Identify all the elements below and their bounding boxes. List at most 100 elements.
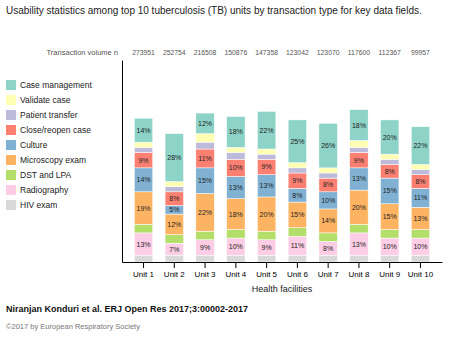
data-label: 18% — [229, 211, 243, 218]
data-label: 14% — [321, 217, 335, 224]
bar-segment — [380, 255, 398, 262]
bar-segment — [288, 236, 306, 255]
bar-segment — [134, 118, 152, 142]
x-axis: Unit 1Unit 2Unit 3Unit 4Unit 5Unit 6Unit… — [123, 262, 443, 279]
bar-segment — [134, 255, 152, 262]
bar-segment — [227, 147, 245, 152]
legend-item: Radiography — [6, 185, 69, 195]
x-tick-label: Unit 9 — [379, 270, 400, 279]
bar-segment — [288, 188, 306, 202]
y-axis — [122, 61, 123, 263]
data-label: 9% — [262, 244, 272, 251]
data-label: 22% — [198, 209, 212, 216]
bar-segment — [380, 178, 398, 204]
data-label: 22% — [413, 142, 427, 149]
x-tick-mark — [205, 262, 206, 268]
bar-segment — [288, 255, 306, 262]
legend-label: Patient transfer — [20, 110, 78, 120]
transaction-volume: 252754 — [163, 49, 186, 56]
data-label: 18% — [352, 122, 366, 129]
legend-swatch — [6, 125, 16, 135]
transaction-volume: 99957 — [411, 49, 430, 56]
data-label: 13% — [413, 215, 427, 222]
legend-swatch — [6, 200, 16, 210]
bar-segment — [380, 238, 398, 255]
data-label: 8% — [169, 195, 179, 202]
legend-label: Case management — [20, 80, 92, 90]
data-label: 12% — [167, 221, 181, 228]
data-label: 10% — [321, 197, 335, 204]
bar-segment — [288, 163, 306, 168]
bar-segment — [319, 168, 337, 173]
data-labels: 13%7%9%10%9%11%8%13%10%10%19%12%22%18%20… — [137, 120, 428, 253]
data-label: 11% — [198, 155, 212, 162]
bar-segment — [411, 127, 429, 165]
citation: Niranjan Konduri et al. ERJ Open Res 201… — [6, 304, 248, 314]
bar-segment — [411, 170, 429, 175]
data-label: 14% — [137, 176, 151, 183]
data-label: 13% — [229, 184, 243, 191]
data-label: 8% — [385, 168, 395, 175]
bar-segment — [380, 154, 398, 159]
data-label: 11% — [291, 242, 305, 249]
bar-segment — [319, 123, 337, 168]
data-label: 12% — [198, 120, 212, 127]
transaction-volume: 112367 — [379, 49, 401, 56]
legend-swatch — [6, 155, 16, 165]
bar-segment — [165, 255, 183, 262]
data-label: 13% — [352, 175, 366, 182]
data-label: 28% — [167, 154, 181, 161]
chart: Usability statistics among top 10 tuberc… — [0, 0, 450, 338]
legend-item: DST and LPA — [6, 170, 72, 180]
legend-label: Microscopy exam — [20, 155, 86, 165]
data-label: 13% — [137, 241, 151, 248]
data-label: 9% — [262, 163, 272, 170]
data-label: 7% — [169, 246, 179, 253]
x-tick-mark — [143, 262, 144, 268]
data-label: 13% — [352, 241, 366, 248]
data-label: 8% — [323, 245, 333, 252]
bar-segment — [411, 207, 429, 229]
x-tick-mark — [358, 262, 359, 268]
bar-segment — [227, 255, 245, 262]
bar-segment — [134, 152, 152, 167]
transaction-volume: 123070 — [317, 49, 340, 56]
x-axis-line — [123, 262, 443, 263]
x-tick-label: Unit 1 — [133, 270, 154, 279]
x-tick-label: Unit 4 — [225, 270, 246, 279]
data-label: 13% — [260, 182, 274, 189]
bar-segment — [380, 229, 398, 238]
x-axis-title: Health facilities — [252, 284, 313, 294]
bar-segment — [227, 229, 245, 238]
bar-segment — [319, 241, 337, 255]
bar-segment — [134, 168, 152, 192]
bar-segment — [350, 233, 368, 255]
legend-swatch — [6, 95, 16, 105]
x-tick: Unit 9 — [379, 262, 400, 279]
bar-segment — [257, 231, 275, 240]
x-tick: Unit 2 — [164, 262, 185, 279]
legend-item: Culture — [6, 140, 48, 150]
x-tick: Unit 5 — [256, 262, 277, 279]
bar-segment — [134, 224, 152, 233]
bar-segment — [350, 140, 368, 147]
copyright: ©2017 by European Respiratory Society — [6, 322, 140, 331]
bar-segment — [134, 147, 152, 152]
legend: Case managementValidate casePatient tran… — [6, 80, 92, 210]
data-label: 20% — [260, 211, 274, 218]
data-label: 9% — [354, 157, 364, 164]
bar-segment — [411, 255, 429, 262]
bar-segment — [319, 192, 337, 209]
bar-segment — [350, 255, 368, 262]
bar-segment — [165, 187, 183, 192]
data-label: 11% — [414, 194, 428, 201]
bar-segment — [380, 120, 398, 154]
x-tick-label: Unit 8 — [348, 270, 369, 279]
x-tick-mark — [389, 262, 390, 268]
data-label: 20% — [383, 134, 397, 141]
x-tick: Unit 7 — [318, 262, 339, 279]
transaction-volume: 147358 — [255, 49, 278, 56]
bar-segment — [350, 190, 368, 224]
bar-segment — [227, 199, 245, 230]
bar-segment — [411, 238, 429, 255]
